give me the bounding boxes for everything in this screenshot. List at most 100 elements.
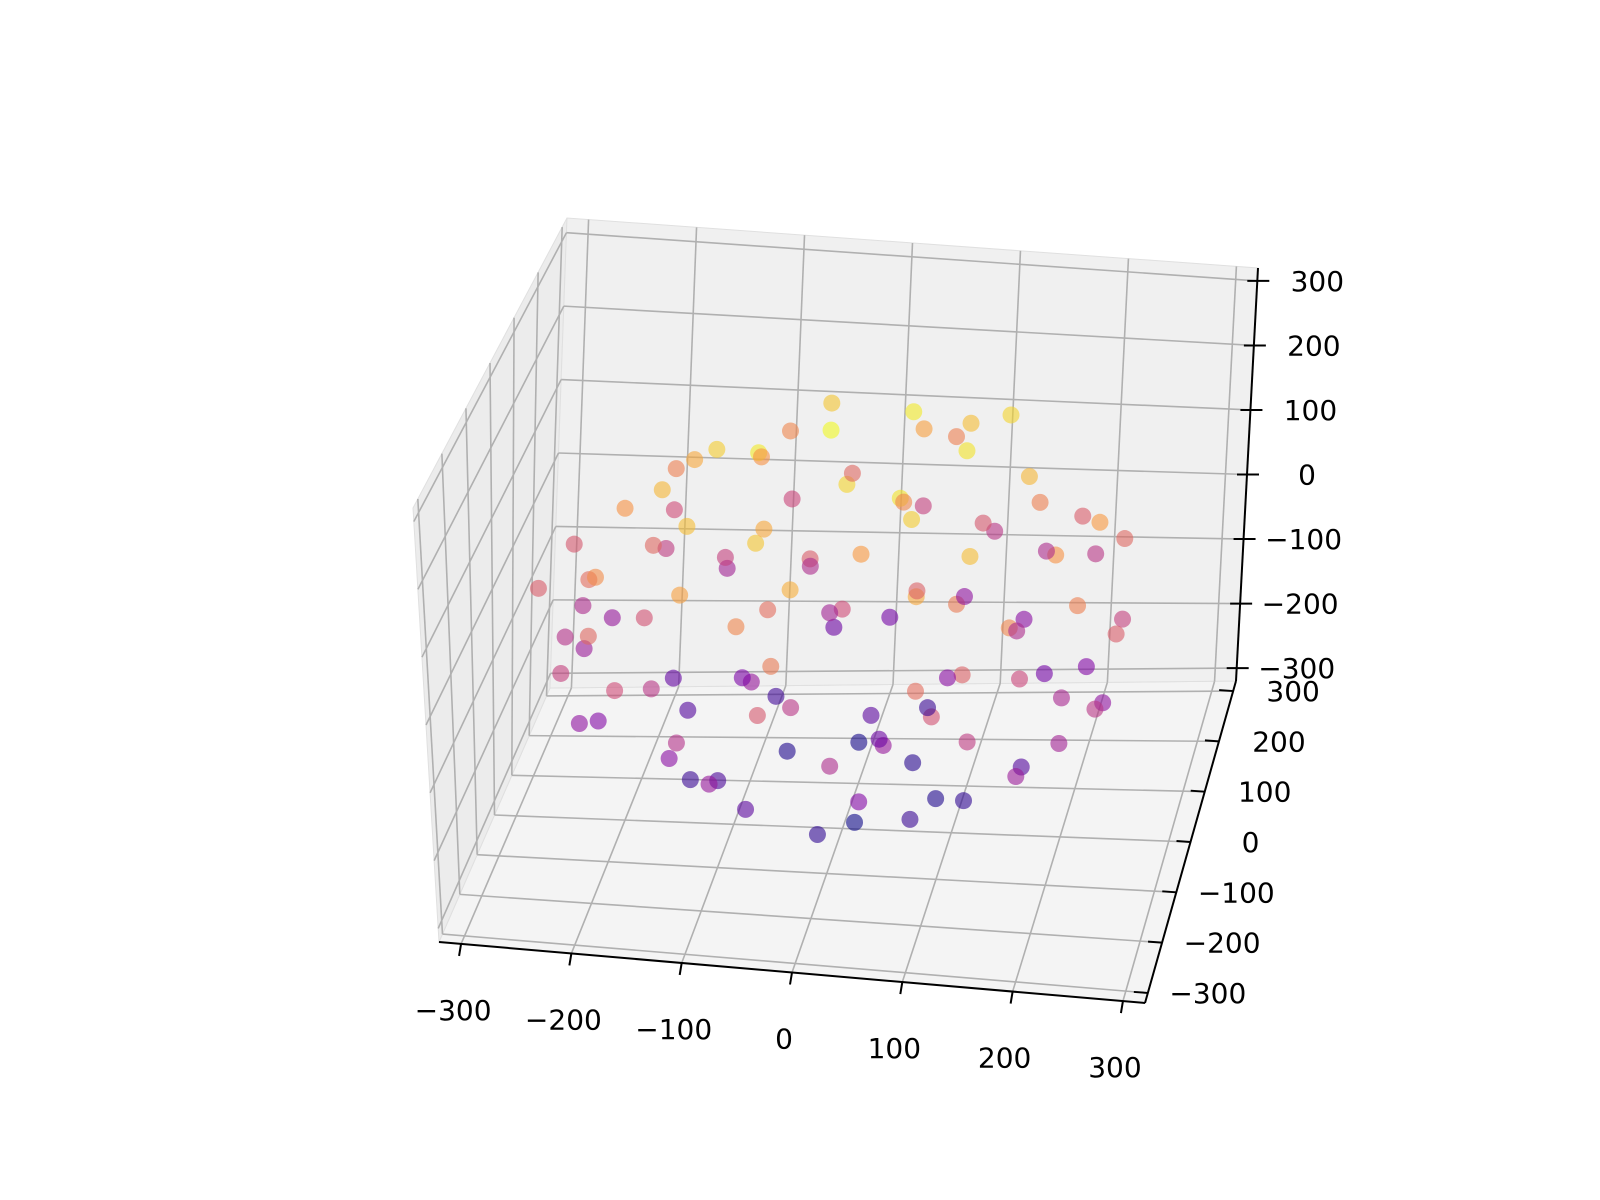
point [782,699,800,717]
y-tick-label: 300 [1266,675,1319,708]
grid-line [417,305,565,590]
point [708,440,726,458]
point [901,810,919,828]
point [974,514,992,532]
point [955,792,973,810]
point [881,608,899,626]
grid-line [550,667,1237,675]
point [903,511,921,529]
point [606,682,624,700]
y-tick-label: 0 [1242,826,1260,859]
point [822,421,840,439]
grid-line [413,232,568,522]
point [1114,610,1132,628]
point [657,539,675,557]
z-tick-label: 300 [1291,265,1344,298]
point [1077,658,1095,676]
point [821,604,839,622]
point [1035,665,1053,683]
grid-line [421,379,562,658]
point [681,771,699,789]
tick-mark [1219,689,1234,693]
point [783,490,801,508]
point [906,682,924,700]
point [1107,625,1125,643]
grid-line [425,452,560,726]
point [552,664,570,682]
point [843,464,861,482]
grid-line [477,853,1177,894]
point [589,712,607,730]
z-tick-label: 0 [1298,459,1316,492]
y-tick-label: −200 [1184,927,1261,960]
grid-line [442,933,1148,994]
point [556,628,574,646]
tick-mark [1162,890,1177,894]
point [1086,700,1104,718]
grid-line [459,893,1163,944]
point [919,699,937,717]
grid-line [511,774,1205,793]
point [574,597,592,615]
point [778,742,796,760]
point [667,460,685,478]
point [915,420,933,438]
z-tick-label: 200 [1287,329,1340,362]
point [737,800,755,818]
point [908,582,926,600]
point [579,627,597,645]
point [747,534,765,552]
point [642,680,660,698]
point [716,548,734,566]
tick-mark [1119,1000,1124,1014]
point [664,669,682,687]
point [667,734,685,752]
point [808,825,826,843]
point [644,536,662,554]
tick-mark [1147,940,1163,944]
point [821,757,839,775]
grid-line [553,599,1241,605]
z-tick-label: 100 [1284,394,1337,427]
point [781,422,799,440]
point [953,666,971,684]
point [529,579,547,597]
point [1074,507,1092,525]
tick-mark [899,981,904,995]
point [1050,735,1068,753]
point [635,609,653,627]
point [603,609,621,627]
point [570,715,588,733]
point [1031,493,1049,511]
point [660,750,678,768]
point [1008,622,1026,640]
point [852,545,870,563]
z-tick-label: −100 [1265,523,1342,556]
grid-line [429,526,557,794]
point [1002,406,1020,424]
point [958,733,976,751]
point [762,657,780,675]
point [748,707,766,725]
point [904,754,922,772]
point [671,586,689,604]
point [653,481,671,499]
point [679,701,697,719]
y-tick-label: 200 [1252,725,1305,758]
point [1037,542,1055,560]
point [1011,670,1029,688]
point [700,775,718,793]
y-tick-label: 100 [1238,776,1291,809]
point [616,499,634,517]
x-tick-label: 300 [1088,1051,1141,1084]
point [862,706,880,724]
point [752,448,770,466]
point [870,730,888,748]
point [955,588,973,606]
tick-mark [1190,789,1205,793]
point [686,451,704,469]
point [1052,689,1070,707]
point [947,428,965,446]
x-tick-label: −100 [635,1013,712,1046]
y-axis [1144,680,1237,1004]
